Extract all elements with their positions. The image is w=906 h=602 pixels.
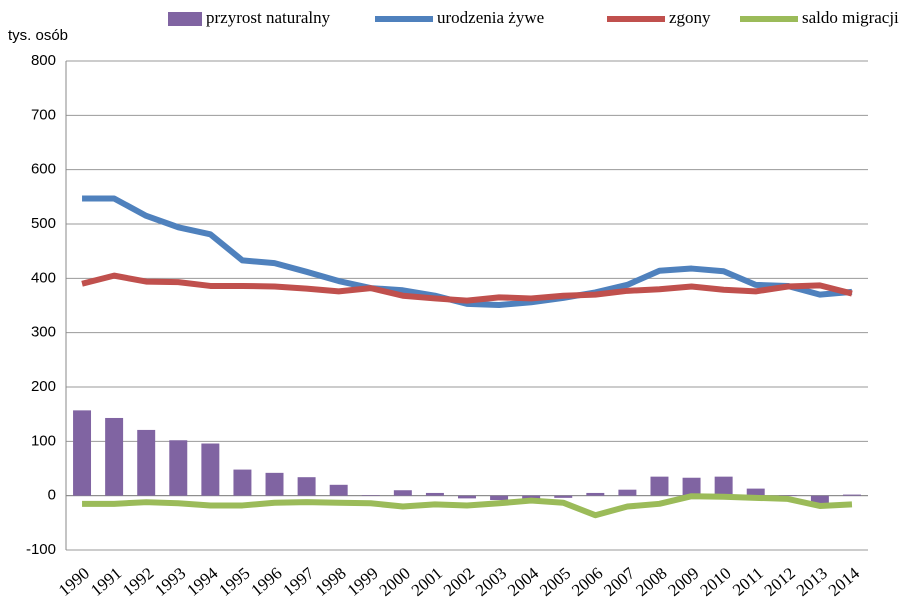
bar (458, 495, 476, 499)
x-tick-label: 2009 (664, 564, 702, 600)
legend-swatch (168, 12, 202, 26)
bar (778, 495, 797, 496)
line (82, 195, 853, 308)
y-axis-label: tys. osób (8, 27, 68, 44)
legend-label: zgony (669, 8, 711, 27)
line (81, 272, 853, 304)
y-tick-label: 300 (31, 324, 56, 341)
y-tick-label: 600 (31, 161, 56, 178)
x-tick-label: 1995 (215, 564, 253, 600)
y-tick-label: 200 (31, 378, 56, 395)
x-tick-label: 2007 (600, 563, 639, 600)
bar (554, 495, 573, 498)
y-tick-label: 500 (31, 215, 56, 232)
bar (361, 495, 380, 496)
x-tick-label: 2000 (376, 564, 414, 600)
y-tick-label: 400 (31, 269, 56, 286)
bar (329, 484, 348, 496)
x-tick-label: 2002 (440, 564, 478, 600)
bar (233, 469, 252, 496)
x-tick-label: 2014 (825, 563, 864, 600)
bar (425, 492, 444, 496)
bar (746, 488, 765, 496)
bar (169, 440, 188, 496)
x-tick-label: 2005 (536, 564, 574, 600)
x-tick-label: 1992 (119, 564, 157, 600)
x-tick-label: 2011 (729, 564, 767, 600)
bar (201, 443, 220, 496)
x-tick-label: 1990 (55, 564, 93, 600)
x-tick-label: 2003 (472, 564, 510, 600)
x-tick-label: 1998 (312, 564, 350, 600)
y-tick-label: 0 (48, 487, 56, 504)
y-tick-label: 800 (31, 52, 56, 69)
x-tick-label: 1996 (247, 564, 285, 600)
bar (586, 492, 605, 496)
x-tick-label: 2012 (761, 564, 799, 600)
y-tick-label: 100 (31, 432, 56, 449)
bar (650, 476, 669, 496)
bar (810, 495, 829, 505)
legend-label: saldo migracji (802, 8, 899, 27)
x-tick-label: 1991 (87, 564, 125, 600)
bar (618, 489, 637, 496)
line (82, 493, 853, 519)
x-tick-label: 2008 (632, 564, 670, 600)
bar (73, 410, 92, 496)
x-tick-label: 1994 (183, 563, 222, 600)
bar (714, 476, 733, 496)
x-tick-label: 1993 (151, 564, 189, 600)
bar (105, 417, 124, 496)
x-tick-label: 1997 (279, 563, 318, 600)
x-tick-label: 2010 (696, 564, 734, 600)
x-tick-label: 1999 (344, 564, 382, 600)
bar (682, 477, 701, 496)
legend-label: przyrost naturalny (206, 8, 331, 27)
bar (265, 472, 284, 496)
bar (842, 494, 861, 496)
bar (393, 490, 412, 496)
bar (490, 495, 509, 501)
x-tick-label: 2004 (504, 563, 543, 600)
y-tick-label: -100 (26, 541, 56, 558)
bar (137, 429, 156, 496)
legend-label: urodzenia żywe (437, 8, 544, 27)
bar (297, 477, 316, 496)
y-tick-label: 700 (31, 106, 56, 123)
x-tick-label: 2001 (408, 564, 446, 600)
x-tick-label: 2013 (793, 564, 831, 600)
x-tick-label: 2006 (568, 564, 606, 600)
